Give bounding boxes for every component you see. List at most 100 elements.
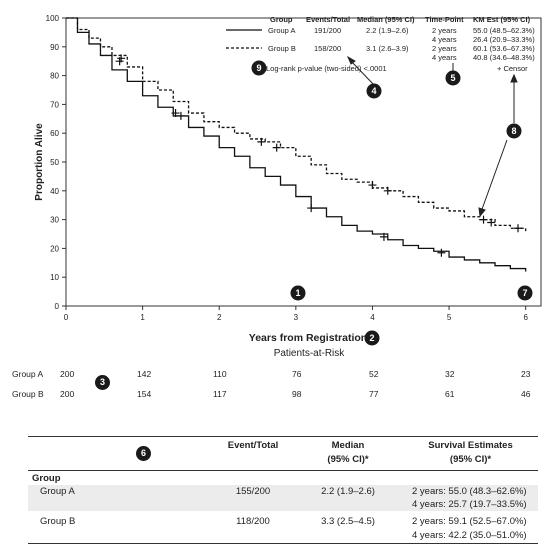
risk-value: 142 — [137, 369, 152, 379]
table-bottom-rule — [28, 543, 538, 544]
arrow-head-median — [346, 55, 356, 65]
y-tick-label: 90 — [50, 43, 59, 52]
legend-header-events: Events/Total — [306, 15, 350, 24]
table-top-rule — [28, 436, 538, 437]
row-group-a-label: Group A — [40, 486, 75, 497]
x-tick-label: 4 — [370, 313, 375, 322]
series-layer — [66, 17, 527, 272]
row-group-a-median: 2.2 (1.9–2.6) — [321, 486, 375, 497]
censor-mark — [307, 204, 316, 213]
legend-pvalue: Log-rank p-value (two-sided) <.0001 — [266, 64, 387, 73]
legend-tp-b2: 4 years — [432, 53, 457, 62]
x-tick-label: 5 — [447, 313, 452, 322]
censor-mark — [383, 186, 392, 195]
arrow-to-median — [349, 59, 376, 87]
legend-censor: + Censor — [497, 64, 528, 73]
badge-1: 1 — [290, 285, 306, 301]
x-axis-label: Years from Registration — [249, 332, 367, 344]
x-tick-label: 0 — [64, 313, 69, 322]
plot-frame — [65, 17, 542, 307]
risk-value: 61 — [445, 389, 455, 399]
row-group-a-est2: 4 years: 25.7 (19.7–33.5%) — [412, 499, 527, 510]
legend-est-a2: 26.4 (20.9–33.3%) — [473, 35, 535, 44]
y-tick-label: 80 — [50, 72, 59, 81]
risk-value: 98 — [292, 389, 302, 399]
y-axis-label: Proportion Alive — [34, 123, 45, 201]
legend-est-b2: 40.8 (34.6–48.3%) — [473, 53, 535, 62]
header-median-1: Median — [331, 440, 365, 451]
row-group-b-est1: 2 years: 59.1 (52.5–67.0%) — [412, 516, 527, 527]
legend-tp-b1: 2 years — [432, 44, 457, 53]
row-group-b-median: 3.3 (2.5–4.5) — [321, 516, 375, 527]
arrow-head-curve — [478, 207, 486, 218]
svg-text:7: 7 — [522, 288, 527, 298]
legend-events-a: 191/200 — [314, 26, 341, 35]
series-line-group-a — [66, 17, 527, 272]
header-median-2: (95% CI)* — [327, 454, 369, 465]
x-tick-label: 3 — [294, 313, 299, 322]
row-group-a-event: 155/200 — [235, 486, 271, 497]
row-group-a-est1: 2 years: 55.0 (48.3–62.6%) — [412, 486, 527, 497]
y-tick-label: 40 — [50, 187, 59, 196]
risk-value: 117 — [213, 389, 227, 399]
risk-value: 200 — [60, 389, 75, 399]
annotation-arrows — [346, 55, 518, 218]
x-tick-label: 6 — [523, 313, 528, 322]
badge-9: 9 — [251, 60, 267, 76]
y-tick-label: 0 — [55, 302, 60, 311]
badge-6: 6 — [136, 446, 151, 461]
y-tick-label: 70 — [50, 100, 59, 109]
series-line-group-b — [66, 17, 527, 232]
x-tick-label: 1 — [140, 313, 145, 322]
x-tick-label: 2 — [217, 313, 222, 322]
header-survival-1: Survival Estimates — [428, 440, 513, 451]
legend-median-a: 2.2 (1.9–2.6) — [366, 26, 409, 35]
legend-est-b1: 60.1 (53.6–67.3%) — [473, 44, 535, 53]
svg-text:2: 2 — [369, 333, 374, 343]
y-tick-label: 30 — [50, 216, 59, 225]
risk-value: 154 — [137, 389, 152, 399]
censor-mark — [117, 54, 126, 63]
legend-est-a1: 55.0 (48.5–62.3%) — [473, 26, 535, 35]
risk-value: 77 — [369, 389, 379, 399]
censor-mark — [514, 224, 523, 233]
badge-2: 2 — [364, 330, 380, 346]
risk-row-group-a: Group A 200 142 110 76 52 32 23 — [0, 366, 556, 384]
svg-text:4: 4 — [371, 86, 376, 96]
arrow-to-curve — [480, 139, 508, 213]
censor-mark — [272, 143, 281, 152]
section-label-group: Group — [32, 473, 61, 484]
row-shade-group-a — [28, 485, 538, 511]
risk-table-title: Patients-at-Risk — [274, 348, 346, 359]
legend: Group Events/Total Median (95% CI) Time-… — [226, 15, 535, 73]
legend-median-b: 3.1 (2.6–3.9) — [366, 44, 409, 53]
censor-mark — [437, 248, 446, 257]
risk-value: 52 — [369, 369, 379, 379]
x-axis-ticks: 0 1 2 3 4 5 6 — [64, 306, 528, 322]
badge-3: 3 — [95, 375, 110, 390]
svg-text:5: 5 — [450, 73, 455, 83]
legend-header-median: Median (95% CI) — [357, 15, 415, 24]
svg-text:1: 1 — [295, 288, 300, 298]
y-axis-ticks: 0 10 20 30 40 50 60 70 80 90 100 — [46, 14, 66, 311]
legend-header-estimate: KM Est (95% CI) — [473, 15, 531, 24]
arrow-head-censor — [510, 73, 518, 83]
chart-badges: 9 4 5 8 1 7 2 — [251, 60, 533, 346]
censor-mark — [479, 215, 488, 224]
risk-value: 23 — [521, 369, 531, 379]
svg-text:8: 8 — [511, 126, 516, 136]
censor-mark — [257, 137, 266, 146]
legend-tp-a1: 2 years — [432, 26, 457, 35]
legend-tp-a2: 4 years — [432, 35, 457, 44]
y-tick-label: 60 — [50, 129, 59, 138]
patients-at-risk-table: Group A 200 142 110 76 52 32 23 Group B … — [0, 362, 556, 404]
legend-events-b: 158/200 — [314, 44, 341, 53]
row-group-b-label: Group B — [40, 516, 76, 527]
censor-mark — [176, 111, 185, 120]
censor-mark — [171, 109, 180, 118]
censor-mark — [379, 232, 388, 241]
legend-group-a: Group A — [268, 26, 296, 35]
risk-value: 76 — [292, 369, 302, 379]
badge-5: 5 — [445, 70, 461, 86]
risk-value: 110 — [213, 369, 227, 379]
